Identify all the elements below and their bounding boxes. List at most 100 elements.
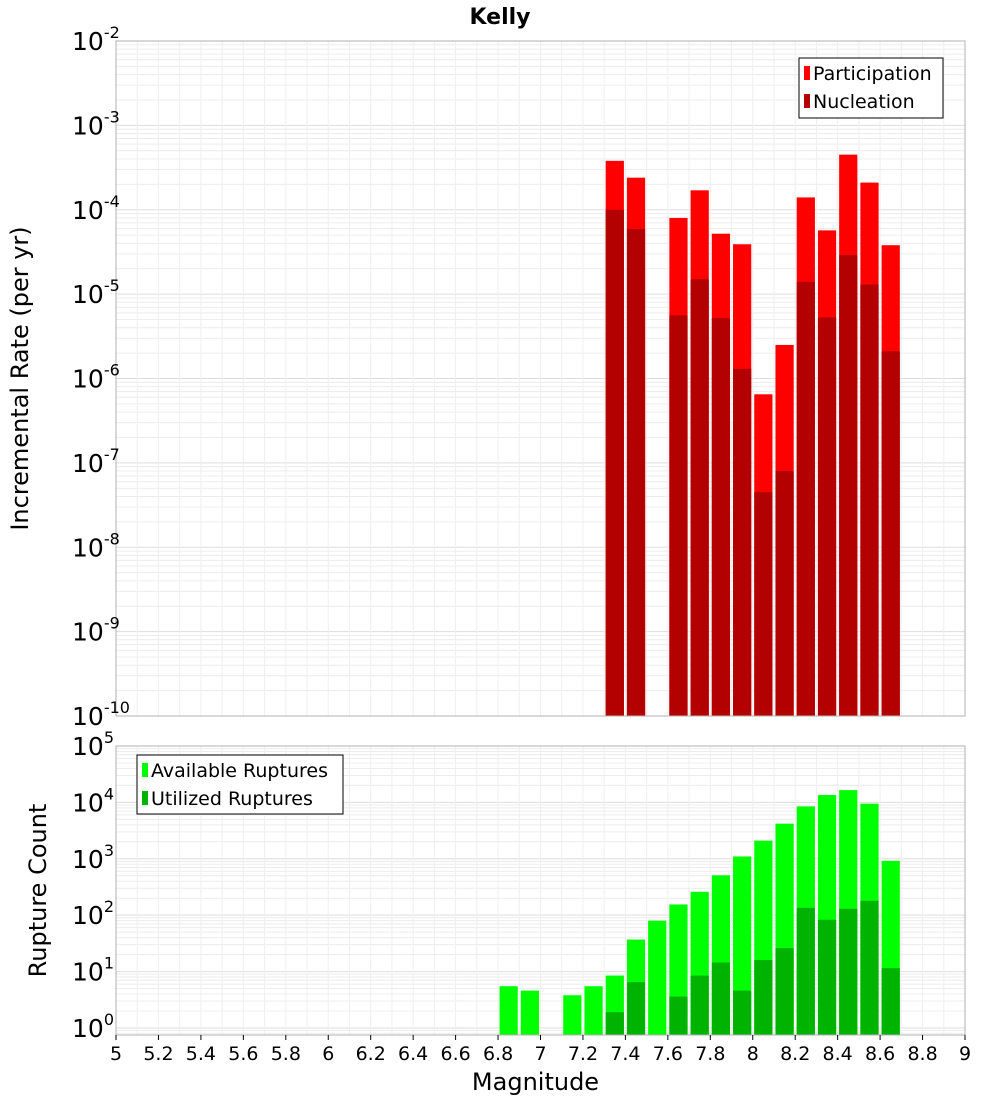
nucleation-bar	[839, 255, 858, 716]
y-tick-exponent: -4	[104, 192, 120, 211]
utilized-bar	[860, 900, 879, 1035]
y-tick-label: 10-6	[72, 361, 120, 394]
utilized-bar	[775, 948, 794, 1035]
x-tick-label: 6	[322, 1043, 334, 1065]
y-tick-label: 10-4	[72, 192, 120, 225]
utilized-bar	[881, 968, 900, 1035]
x-tick-label: 5.2	[143, 1043, 173, 1065]
x-tick-label: 6.6	[440, 1043, 470, 1065]
y-tick-label: 105	[72, 728, 114, 761]
y-tick-base: 10	[72, 196, 104, 225]
y-tick-base: 10	[72, 365, 104, 394]
available-bar	[733, 856, 752, 1035]
y-tick-label: 10-7	[72, 445, 120, 478]
nucleation-bar	[733, 368, 752, 716]
y-tick-exponent: 0	[104, 1010, 114, 1029]
utilized-bar	[733, 990, 752, 1035]
y-axis-label: Incremental Rate (per yr)	[6, 226, 34, 530]
y-tick-base: 10	[72, 1014, 104, 1043]
count-bars	[499, 790, 900, 1035]
x-tick-label: 5	[110, 1043, 122, 1065]
x-tick-label: 7	[534, 1043, 546, 1065]
y-tick-label: 104	[72, 784, 114, 817]
y-tick-exponent: -9	[104, 614, 120, 633]
chart-title: Kelly	[469, 5, 530, 30]
y-tick-base: 10	[72, 732, 104, 761]
y-tick-exponent: 4	[104, 784, 114, 803]
legend-box	[798, 57, 944, 119]
nucleation-bar	[817, 317, 837, 716]
legend: Participation Nucleation	[798, 57, 944, 119]
y-tick-base: 10	[72, 901, 104, 930]
y-tick-exponent: -3	[104, 107, 120, 126]
y-tick-base: 10	[72, 449, 104, 478]
utilized-bar	[711, 962, 731, 1035]
legend-label: Nucleation	[813, 91, 915, 113]
y-axis-label: Rupture Count	[24, 804, 52, 978]
x-tick-label: 7.6	[653, 1043, 683, 1065]
grid	[115, 41, 966, 717]
nucleation-bar	[796, 281, 815, 716]
x-tick-label: 8.4	[823, 1043, 853, 1065]
y-tick-base: 10	[72, 702, 104, 731]
y-tick-base: 10	[72, 618, 104, 647]
x-tick-label: 8.2	[780, 1043, 810, 1065]
y-tick-labels: 10-210-310-410-510-610-710-810-910-10	[72, 23, 130, 731]
nucleation-bar	[860, 284, 879, 716]
y-tick-label: 10-8	[72, 529, 120, 562]
nucleation-bar	[605, 209, 624, 716]
x-tick-label: 6.2	[356, 1043, 386, 1065]
x-tick-label: 8	[747, 1043, 759, 1065]
y-tick-exponent: -6	[104, 361, 120, 380]
y-tick-base: 10	[72, 280, 104, 309]
utilized-bar	[817, 919, 837, 1035]
y-tick-label: 10-5	[72, 276, 120, 309]
x-axis-label: Magnitude	[472, 1068, 599, 1096]
x-tick-label: 5.6	[228, 1043, 258, 1065]
nucleation-bar	[690, 279, 709, 716]
x-tick-label: 6.4	[398, 1043, 428, 1065]
y-tick-base: 10	[72, 533, 104, 562]
x-tick-label: 9	[959, 1043, 971, 1065]
x-tick-label: 7.8	[695, 1043, 725, 1065]
utilized-bar	[754, 960, 773, 1035]
x-tick-labels: 5 5.2 5.4 5.6 5.8 6 6.2 6.4 6.6 6.8 7 7.2 7.4 7.6 7.8 8…	[110, 1035, 971, 1065]
y-tick-exponent: -2	[104, 23, 120, 42]
x-tick-label: 5.8	[271, 1043, 301, 1065]
y-tick-label: 10-2	[72, 23, 120, 56]
available-bar	[648, 920, 667, 1035]
y-tick-exponent: 1	[104, 954, 114, 973]
utilized-bar	[839, 908, 858, 1035]
x-tick-label: 7.2	[568, 1043, 598, 1065]
legend-box	[136, 754, 344, 815]
y-tick-label: 100	[72, 1010, 114, 1043]
legend-swatch	[804, 94, 810, 108]
nucleation-bar	[626, 229, 646, 717]
utilized-bar	[690, 975, 709, 1035]
available-bar	[520, 990, 539, 1035]
rate-panel: 10-210-310-410-510-610-710-810-910-10Inc…	[6, 23, 966, 731]
nucleation-bar	[881, 351, 900, 716]
y-tick-base: 10	[72, 788, 104, 817]
nucleation-bar	[775, 471, 794, 716]
legend-swatch	[804, 66, 810, 80]
y-tick-label: 10-10	[72, 698, 130, 731]
y-tick-exponent: 5	[104, 728, 114, 747]
utilized-bar	[669, 996, 688, 1035]
y-tick-exponent: -10	[104, 698, 130, 717]
y-tick-exponent: -8	[104, 529, 120, 548]
legend-swatch	[142, 791, 148, 805]
nucleation-bar	[669, 315, 688, 716]
x-tick-label: 8.6	[865, 1043, 895, 1065]
available-bar	[584, 986, 603, 1035]
utilized-bar	[605, 1012, 624, 1035]
nucleation-bar	[754, 492, 773, 716]
y-tick-base: 10	[72, 27, 104, 56]
y-tick-exponent: -5	[104, 276, 120, 295]
y-tick-base: 10	[72, 845, 104, 874]
x-tick-label: 5.4	[186, 1043, 216, 1065]
legend-label: Available Ruptures	[151, 760, 328, 782]
